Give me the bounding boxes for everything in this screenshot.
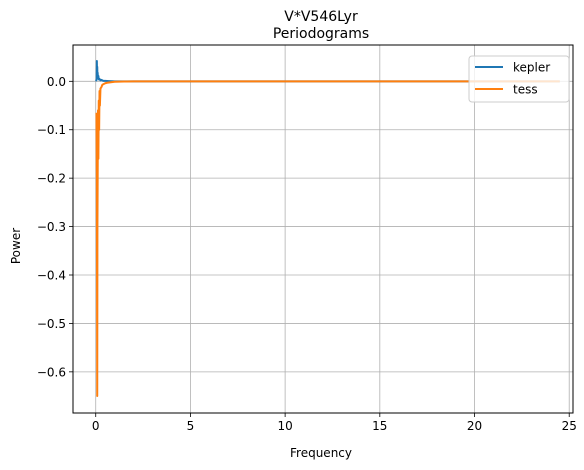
series-layer	[95, 59, 560, 398]
x-tick-label: 5	[187, 419, 195, 433]
legend: kepler tess	[468, 55, 570, 103]
x-tick-label: 15	[372, 419, 387, 433]
legend-label-kepler: kepler	[513, 61, 550, 75]
ticks: 0 5 10 15 20 25 0.0 −0.1 −0.2 −0.3 −0.4 −0.5 −0.6	[37, 75, 577, 433]
legend-label-tess: tess	[513, 83, 538, 97]
y-tick-label: 0.0	[47, 75, 66, 89]
y-tick-label: −0.2	[37, 172, 66, 186]
x-tick-label: 0	[92, 419, 100, 433]
y-axis-label: Power	[9, 228, 23, 264]
chart-subtitle: Periodograms	[273, 26, 369, 42]
y-tick-label: −0.5	[37, 317, 66, 331]
axes-frame	[72, 44, 574, 414]
series-line-tess	[95, 80, 560, 398]
chart-title: V*V546Lyr	[284, 9, 358, 25]
y-tick-label: −0.3	[37, 220, 66, 234]
x-tick-label: 20	[467, 419, 482, 433]
y-tick-label: −0.6	[37, 365, 66, 379]
y-tick-label: −0.4	[37, 269, 66, 283]
x-tick-label: 25	[562, 419, 577, 433]
x-tick-label: 10	[277, 419, 292, 433]
y-tick-label: −0.1	[37, 123, 66, 137]
grid	[73, 45, 573, 413]
x-axis-label: Frequency	[290, 446, 352, 460]
